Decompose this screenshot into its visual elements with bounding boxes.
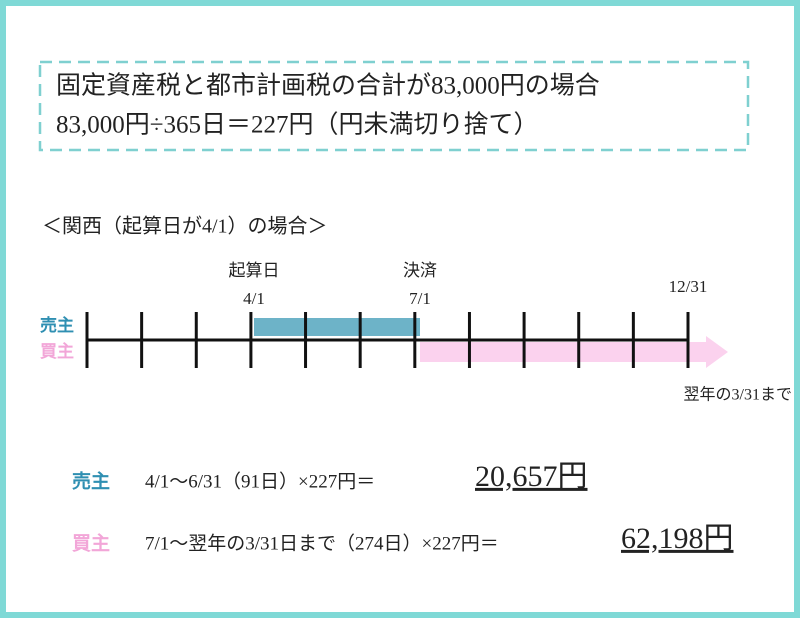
settle-label: 決済	[403, 261, 437, 280]
tick-group	[85, 312, 690, 368]
summary-line: 83,000円÷365日＝227円（円未満切り捨て）	[56, 111, 538, 139]
seller-period	[254, 318, 420, 336]
start-label: 起算日	[229, 261, 280, 280]
seller-label: 売主	[40, 315, 74, 335]
result-party: 買主	[72, 532, 110, 554]
buyer-period-arrow	[420, 336, 728, 368]
start-date: 4/1	[243, 289, 265, 308]
arrow-note: 翌年の3/31まで	[684, 386, 792, 404]
result-amount: 20,657円	[475, 460, 588, 493]
summary-line: 固定資産税と都市計画税の合計が83,000円の場合	[56, 72, 600, 100]
result-formula: 7/1〜翌年の3/31日まで（274日）×227円＝	[145, 532, 499, 554]
settle-date: 7/1	[409, 289, 431, 308]
result-formula: 4/1〜6/31（91日）×227円＝	[145, 470, 375, 492]
result-amount: 62,198円	[621, 522, 734, 555]
result-party: 売主	[72, 469, 110, 492]
end-date: 12/31	[669, 277, 708, 296]
section-title: ＜関西（起算日が4/1）の場合＞	[42, 215, 328, 238]
buyer-label: 買主	[40, 341, 74, 361]
summary-box	[38, 60, 750, 152]
